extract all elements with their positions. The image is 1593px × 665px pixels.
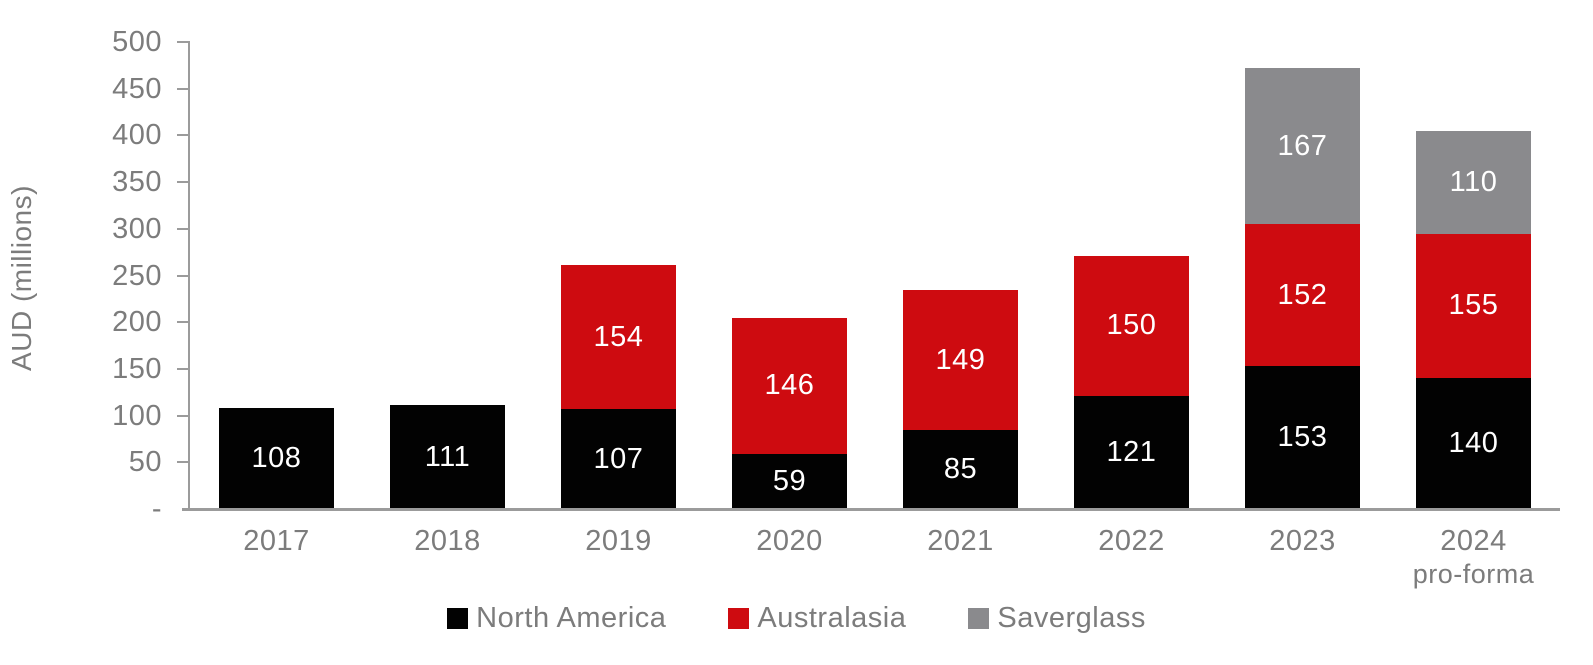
x-axis-label-year: 2017 [243,525,310,557]
y-axis-line [188,42,190,509]
bar-2021: 85 149 [875,42,1046,509]
bar-segment: 153 [1245,366,1360,509]
bar-2024: 140 155 110 [1388,42,1559,509]
bar-2020: 59 146 [704,42,875,509]
legend-swatch-icon [968,608,990,629]
x-axis-label-subtext: pro-forma [1412,559,1535,589]
y-tick-mark [177,274,190,277]
bar-segment: 110 [1416,130,1531,234]
y-tick-label: 200 [112,306,162,339]
bar-value-label: 111 [424,440,471,473]
bar-segment: 146 [732,317,847,454]
bar-2019: 107 154 [533,42,704,509]
legend-item: Australasia [728,602,906,635]
legend: North America Australasia Saverglass [0,602,1593,635]
x-axis-label: 2018 [362,524,533,558]
bar-segment: 155 [1416,233,1531,379]
legend-swatch-icon [447,608,469,629]
bar-segment: 152 [1245,224,1360,367]
y-tick-label: 300 [112,212,162,245]
x-axis-label: 2019 [533,524,704,558]
legend-label: North America [476,602,667,634]
x-axis-label-year: 2018 [414,525,481,557]
x-axis-label: 2024 pro-forma [1388,524,1559,590]
bar-segment: 167 [1245,68,1360,225]
y-tick-label: 400 [112,119,162,152]
bar-value-label: 108 [251,442,302,475]
bar-value-label: 140 [1448,427,1499,460]
y-tick-label: 150 [112,352,162,385]
y-tick-mark [177,367,190,370]
bar-segment: 154 [561,265,676,410]
bar-value-label: 154 [593,320,644,353]
x-axis-label: 2017 [191,524,362,558]
y-tick-mark [177,87,190,90]
bar-segment: 140 [1416,378,1531,509]
bar-value-label: 85 [943,452,978,485]
y-tick-mark [177,181,190,184]
bar-2017: 108 [191,42,362,509]
bar-value-label: 152 [1277,278,1328,311]
bar-value-label: 167 [1277,129,1328,162]
legend-item: North America [447,602,666,635]
bar-segment: 111 [390,405,505,509]
plot-area: 108 111 107 154 59 146 85 149 121 150 153 152 167 140… [191,42,1559,509]
y-tick-mark [177,41,190,43]
y-tick-label: 450 [112,72,162,105]
legend-label: Australasia [757,602,907,634]
bar-value-label: 121 [1106,436,1157,468]
y-tick-label: 500 [112,26,162,58]
x-axis-line [182,508,1560,511]
x-axis-label: 2021 [875,524,1046,558]
bar-2018: 111 [362,42,533,509]
bar-value-label: 107 [593,442,644,475]
bar-2023: 153 152 167 [1217,42,1388,509]
bar-value-label: 149 [935,343,986,376]
legend-item: Saverglass [968,602,1145,635]
bar-value-label: 155 [1448,289,1499,322]
y-tick-label: 50 [128,446,162,479]
x-axis-label: 2023 [1217,524,1388,558]
y-tick-mark [177,134,190,137]
legend-swatch-icon [728,608,750,629]
bar-value-label: 153 [1277,421,1328,454]
y-tick-label: - [151,493,162,525]
y-tick-mark [177,227,190,230]
y-tick-mark [177,461,190,464]
bar-segment: 108 [219,408,334,509]
bar-segment: 59 [732,453,847,509]
x-axis-label-year: 2021 [927,525,994,557]
x-axis-label-year: 2019 [585,525,652,557]
x-axis-label-year: 2023 [1269,525,1336,557]
bar-segment: 150 [1074,255,1189,396]
bar-value-label: 110 [1449,165,1498,198]
x-axis-label: 2020 [704,524,875,558]
bar-value-label: 59 [772,464,807,497]
x-axis-label-year: 2024 [1440,525,1507,557]
bar-segment: 107 [561,409,676,509]
y-tick-label: 350 [112,166,162,199]
bar-segment: 121 [1074,396,1189,509]
bar-segment: 85 [903,429,1018,509]
y-tick-mark [177,321,190,324]
x-axis-label-year: 2022 [1098,525,1165,557]
x-axis-label-year: 2020 [756,525,823,557]
bar-value-label: 146 [764,369,815,402]
bar-segment: 149 [903,290,1018,430]
y-tick-label: 250 [112,259,162,292]
y-tick-label: 100 [112,399,162,432]
legend-label: Saverglass [997,602,1146,634]
x-axis-label: 2022 [1046,524,1217,558]
bar-2022: 121 150 [1046,42,1217,509]
bar-value-label: 150 [1106,309,1157,342]
y-tick-mark [177,414,190,417]
